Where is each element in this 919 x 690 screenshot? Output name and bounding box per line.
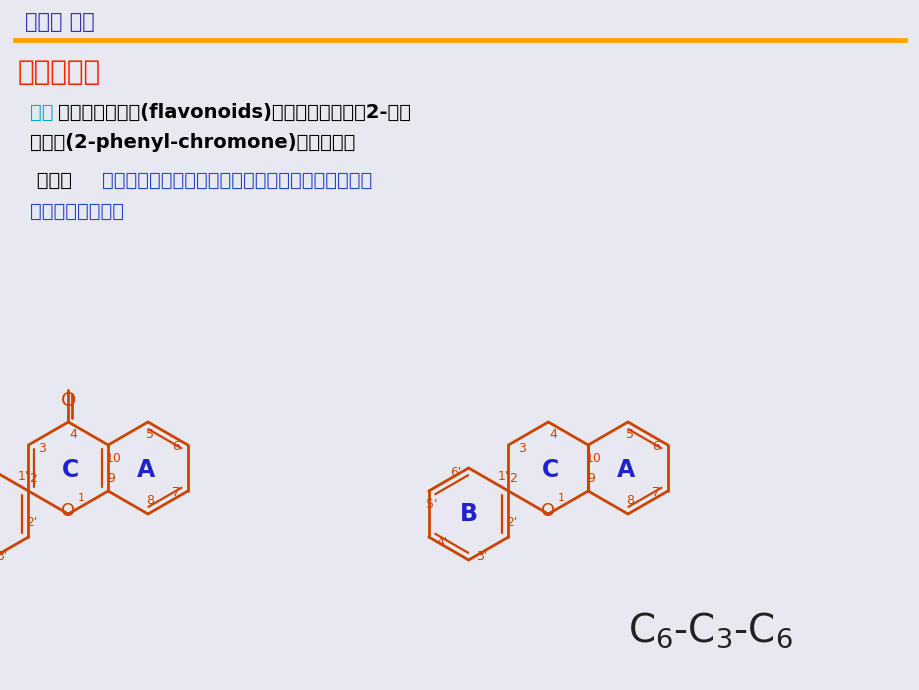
Text: C: C [541, 458, 559, 482]
Text: 7: 7 [652, 486, 659, 500]
Text: 色原酮(2-phenyl-chromone)类化合物；: 色原酮(2-phenyl-chromone)类化合物； [30, 133, 355, 152]
Text: 3': 3' [0, 551, 7, 564]
Text: 一、定义：: 一、定义： [18, 58, 101, 86]
Text: 1: 1 [557, 493, 564, 503]
Text: 6: 6 [172, 440, 179, 453]
Text: 3: 3 [518, 442, 526, 455]
Text: 1': 1' [497, 471, 508, 484]
Text: 7: 7 [172, 486, 179, 500]
Text: O: O [62, 502, 75, 520]
Text: 10: 10 [584, 451, 600, 464]
Text: A: A [137, 458, 155, 482]
Text: 1': 1' [17, 471, 29, 484]
Text: B: B [460, 502, 477, 526]
Text: C$_6$-C$_3$-C$_6$: C$_6$-C$_3$-C$_6$ [627, 610, 791, 650]
Text: 4': 4' [436, 535, 447, 549]
Text: 8: 8 [625, 495, 633, 508]
Text: 2': 2' [26, 517, 37, 529]
Text: 黄酮类化合物是泛指两个苯环通过三碳相互连接而成: 黄酮类化合物是泛指两个苯环通过三碳相互连接而成 [102, 170, 372, 190]
Text: 以前: 以前 [30, 103, 53, 121]
Text: 2': 2' [505, 517, 516, 529]
Text: 5: 5 [625, 428, 633, 442]
Text: 4: 4 [549, 428, 557, 442]
Text: 6: 6 [652, 440, 659, 453]
Text: 2: 2 [29, 471, 38, 484]
Text: C: C [62, 458, 79, 482]
Text: 10: 10 [105, 451, 121, 464]
Text: 8: 8 [146, 495, 153, 508]
Text: ，黄酮类化合物(flavonoids)主要是指基本母核2-苯基: ，黄酮类化合物(flavonoids)主要是指基本母核2-苯基 [58, 103, 411, 121]
Text: A: A [617, 458, 634, 482]
Text: 9: 9 [108, 471, 115, 484]
Text: O: O [540, 502, 555, 520]
Text: 4: 4 [69, 428, 77, 442]
Text: 2: 2 [509, 471, 516, 484]
Text: 5: 5 [146, 428, 153, 442]
Text: 6': 6' [449, 466, 460, 480]
Text: 第一节 概述: 第一节 概述 [25, 12, 95, 32]
Text: 3': 3' [475, 551, 487, 564]
Text: 5': 5' [425, 498, 437, 511]
Text: 9: 9 [586, 471, 595, 484]
Text: 1: 1 [78, 493, 85, 503]
Text: 的一系列化合物。: 的一系列化合物。 [30, 201, 124, 221]
Text: 现今，: 现今， [30, 170, 72, 190]
Text: O: O [61, 391, 76, 409]
Text: 3: 3 [39, 442, 46, 455]
